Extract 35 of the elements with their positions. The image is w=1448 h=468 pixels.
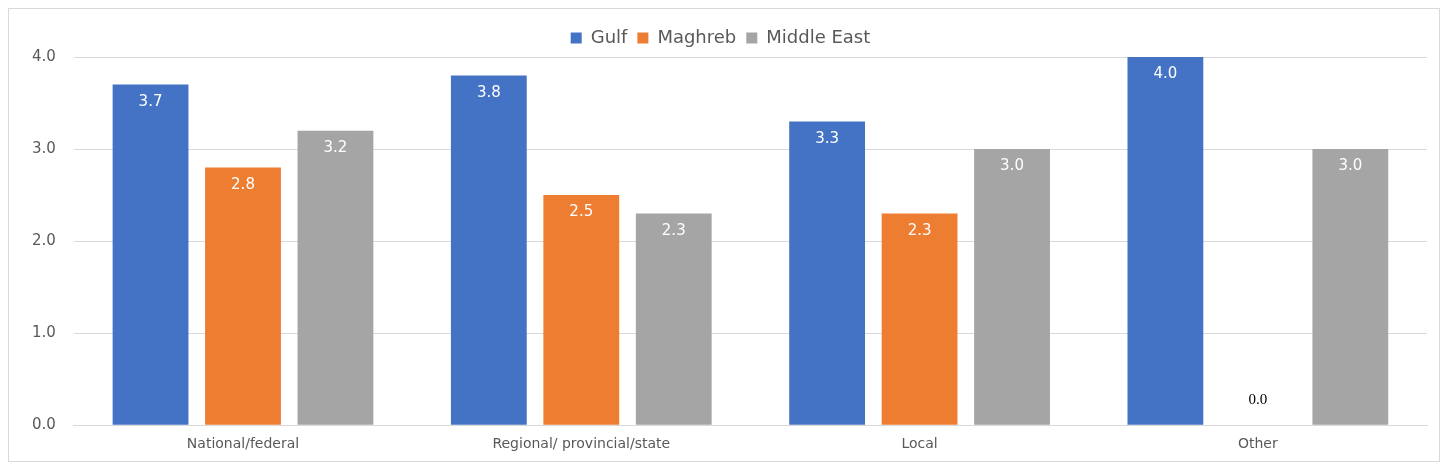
bar (450, 75, 527, 425)
y-tick-label: 2.0 (32, 230, 56, 249)
x-tick-label: National/federal (186, 435, 300, 452)
bar (974, 149, 1050, 425)
data-label: 4.0 (1153, 64, 1178, 83)
data-label: 3.0 (1338, 156, 1363, 175)
data-label: 3.3 (815, 128, 840, 147)
y-tick-label: 1.0 (32, 323, 56, 342)
y-tick-label: 0.0 (32, 415, 56, 434)
legend-label: Maghreb (657, 25, 737, 47)
y-tick-label: 3.0 (32, 138, 56, 157)
bar (1312, 149, 1389, 425)
data-label: 2.3 (907, 220, 932, 239)
data-label: 2.5 (569, 202, 594, 221)
legend-label: Gulf (590, 25, 629, 47)
legend-label: Middle East (766, 25, 871, 47)
data-label: 3.8 (476, 82, 501, 101)
data-label: 0.0 (1248, 390, 1268, 407)
data-label: 2.3 (661, 220, 686, 239)
bar (1127, 57, 1204, 425)
x-tick-label: Other (1237, 435, 1278, 452)
bar (543, 195, 620, 425)
bar (881, 213, 958, 425)
bar (297, 130, 374, 425)
x-tick-label: Regional/ provincial/state (492, 435, 671, 452)
data-label: 3.7 (138, 92, 163, 111)
x-tick-label: Local (901, 435, 938, 452)
bar (205, 167, 281, 425)
bar (789, 121, 866, 425)
y-tick-label: 4.0 (32, 46, 56, 65)
bar (112, 84, 189, 425)
data-label: 3.0 (1000, 156, 1024, 175)
data-label: 2.8 (231, 174, 255, 193)
bar (635, 213, 712, 425)
data-label: 3.2 (323, 138, 348, 157)
